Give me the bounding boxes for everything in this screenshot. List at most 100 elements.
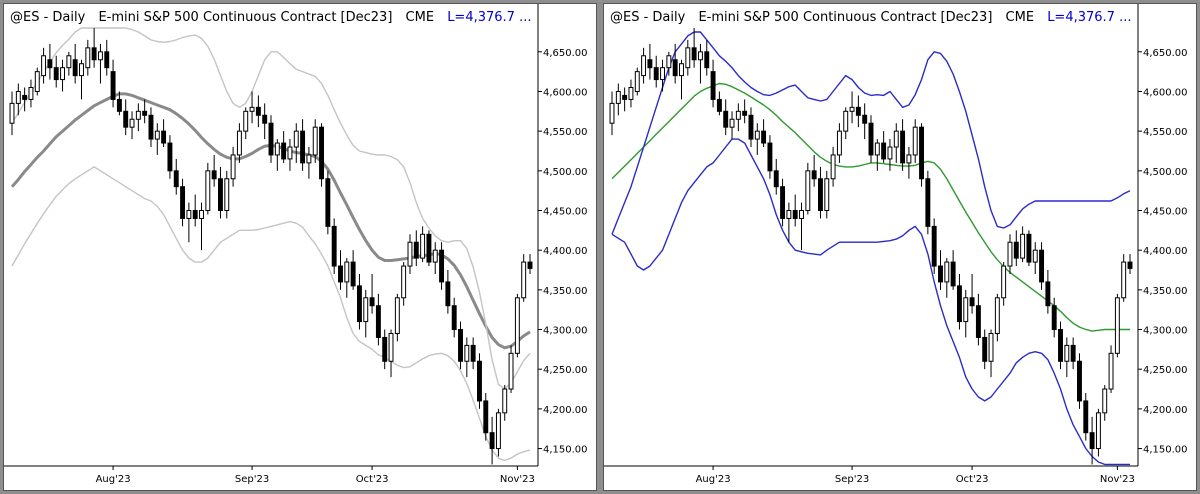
y-tick-label: 4,150.00: [543, 445, 588, 456]
x-tick-label: Oct'23: [956, 474, 989, 485]
candle: [91, 28, 97, 68]
candle: [218, 166, 223, 219]
candle: [375, 293, 381, 346]
candle-body-up: [97, 51, 103, 61]
candle: [199, 202, 204, 251]
candle-body-down: [439, 249, 445, 283]
candle-body-down: [1013, 241, 1019, 259]
candle: [439, 242, 445, 290]
candle: [464, 337, 470, 378]
candle: [224, 170, 230, 219]
candle: [186, 202, 192, 243]
y-tick-label: 4,550.00: [543, 127, 588, 138]
candle-body-down: [110, 71, 116, 100]
candle-body-down: [458, 329, 463, 362]
x-tick-label: Aug'23: [696, 474, 731, 485]
candle: [192, 194, 198, 227]
candle-body-down: [1083, 400, 1089, 434]
candle: [1013, 230, 1019, 267]
candle: [331, 218, 337, 274]
candle: [1095, 408, 1101, 457]
candle: [451, 297, 457, 338]
candle: [287, 139, 293, 171]
candle-body-up: [363, 297, 369, 323]
candle-body-down: [300, 130, 306, 164]
candle-body-down: [211, 170, 217, 180]
candle-body-up: [129, 118, 135, 128]
candle-body-up: [660, 67, 665, 81]
candle-body-up: [609, 102, 615, 124]
contract-name: E-mini S&P 500 Continuous Contract [Dec2…: [98, 10, 393, 25]
candle: [1083, 393, 1089, 441]
candle: [868, 115, 874, 163]
candle: [704, 39, 710, 76]
candle: [514, 293, 520, 358]
candle: [849, 91, 855, 124]
candle-body-down: [950, 261, 956, 287]
candle-body-up: [1001, 265, 1007, 299]
candle-body-up: [799, 210, 804, 219]
y-tick-label: 4,500.00: [543, 167, 588, 178]
chart-panel-left[interactable]: 4,150.00 4,200.00 4,250.00 4,300.00 4,350.00…: [3, 3, 597, 491]
candle: [679, 59, 684, 100]
candle-body-down: [470, 344, 476, 362]
candle: [1020, 226, 1026, 263]
chart-panel-right[interactable]: 4,150.00 4,200.00 4,250.00 4,300.00 4,350.00…: [603, 3, 1197, 491]
candle-body-down: [53, 67, 59, 81]
candle: [830, 147, 836, 187]
candle: [1077, 353, 1082, 409]
candle-body-up: [199, 210, 204, 219]
candle: [72, 43, 78, 84]
candle-body-down: [116, 98, 122, 112]
candle-body-down: [47, 59, 53, 69]
upper-band-line: [11, 27, 531, 390]
candle: [754, 123, 760, 155]
candle-body-down: [1077, 360, 1082, 402]
candle: [502, 385, 508, 421]
candle-body-down: [426, 233, 432, 263]
candle: [805, 162, 811, 215]
candle: [628, 79, 634, 108]
candle: [445, 270, 451, 314]
candle-body-down: [375, 305, 381, 338]
candle-body-up: [641, 55, 647, 77]
candle: [394, 293, 400, 342]
candle-body-down: [773, 170, 779, 188]
candle-body-down: [350, 261, 356, 287]
y-tick-label: 4,150.00: [1143, 445, 1188, 456]
candle-body-down: [192, 210, 198, 219]
candle-body-down: [704, 51, 710, 69]
candle: [716, 91, 722, 116]
candle: [382, 329, 388, 370]
candle-body-up: [521, 261, 527, 299]
candle-body-down: [22, 94, 28, 100]
candle-body-up: [502, 388, 508, 414]
candle-body-down: [527, 261, 533, 269]
candle-body-up: [34, 71, 40, 92]
candle: [1026, 230, 1032, 267]
candle-body-up: [287, 146, 293, 160]
candle: [691, 28, 697, 68]
candle: [369, 273, 375, 314]
candle: [1108, 345, 1114, 393]
candle-body-down: [413, 241, 419, 259]
candle: [634, 67, 640, 96]
y-tick-label: 4,350.00: [543, 286, 588, 297]
chart-canvas-right[interactable]: 4,150.00 4,200.00 4,250.00 4,300.00 4,350.00…: [604, 4, 1197, 491]
y-tick-label: 4,500.00: [1143, 167, 1188, 178]
candle: [912, 119, 918, 163]
candle: [154, 123, 160, 155]
candle: [110, 59, 116, 108]
candle: [925, 170, 931, 235]
chart-canvas-left[interactable]: 4,150.00 4,200.00 4,250.00 4,300.00 4,350.00…: [4, 4, 597, 491]
candle: [975, 293, 981, 346]
candle: [1089, 416, 1095, 465]
candle: [312, 119, 318, 163]
candle-body-up: [66, 55, 72, 69]
candle: [672, 43, 678, 84]
candle: [874, 139, 880, 171]
candle: [887, 139, 893, 171]
candle-body-up: [836, 130, 842, 156]
candle-body-up: [407, 241, 413, 267]
candle: [653, 55, 659, 88]
